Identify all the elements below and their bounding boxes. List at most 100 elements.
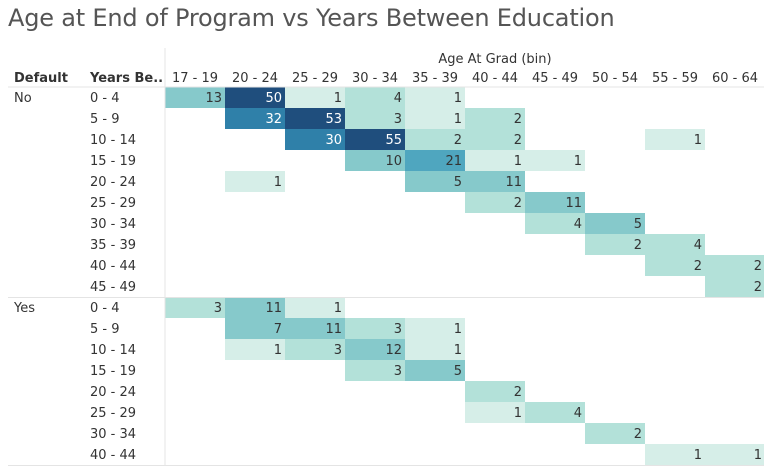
column-header: 45 - 49 (532, 71, 578, 86)
cell-value-label: 2 (754, 259, 762, 274)
heatmap-cell[interactable] (405, 108, 465, 129)
column-header: 40 - 44 (472, 71, 518, 86)
heatmap-cell[interactable] (405, 360, 465, 381)
cell-value-label: 1 (574, 154, 582, 169)
heatmap-cell[interactable] (705, 276, 764, 297)
row-label: 5 - 9 (90, 112, 120, 127)
heatmap-cell[interactable] (285, 108, 345, 129)
cells-layer (165, 87, 764, 465)
heatmap-cell[interactable] (585, 234, 645, 255)
cell-value-label: 12 (385, 343, 402, 358)
cell-value-label: 3 (394, 364, 402, 379)
cell-value-label: 5 (454, 364, 462, 379)
cell-value-label: 2 (514, 196, 522, 211)
row-header-years-between[interactable]: Years Be.. (89, 71, 163, 86)
cell-value-label: 2 (634, 427, 642, 442)
heatmap-cell[interactable] (525, 192, 585, 213)
column-header: 20 - 24 (232, 71, 278, 86)
heatmap-cell[interactable] (465, 402, 525, 423)
column-axis-title: Age At Grad (bin) (438, 52, 551, 67)
heatmap-cell[interactable] (405, 171, 465, 192)
column-header: 55 - 59 (652, 71, 698, 86)
cell-value-label: 4 (574, 406, 582, 421)
cell-value-label: 5 (454, 175, 462, 190)
heatmap-cell[interactable] (345, 150, 405, 171)
cell-value-label: 1 (754, 448, 762, 463)
cell-value-label: 3 (334, 343, 342, 358)
heatmap-cell[interactable] (165, 297, 225, 318)
heatmap-cell[interactable] (345, 339, 405, 360)
heatmap-cell[interactable] (405, 339, 465, 360)
heatmap-cell[interactable] (585, 423, 645, 444)
cell-value-label: 1 (454, 112, 462, 127)
text-layer: Age At Grad (bin) Default Years Be.. 17 - 1… (13, 52, 762, 463)
heatmap-cell[interactable] (225, 339, 285, 360)
heatmap-cell[interactable] (645, 444, 705, 465)
heatmap-cell[interactable] (405, 87, 465, 108)
heatmap-cell[interactable] (285, 129, 345, 150)
heatmap-cell[interactable] (285, 297, 345, 318)
cell-value-label: 1 (694, 448, 702, 463)
heatmap-cell[interactable] (645, 234, 705, 255)
cell-value-label: 7 (274, 322, 282, 337)
heatmap-cell[interactable] (405, 150, 465, 171)
heatmap-cell[interactable] (645, 255, 705, 276)
heatmap-cell[interactable] (285, 87, 345, 108)
heatmap-cell[interactable] (465, 108, 525, 129)
row-label: 5 - 9 (90, 322, 120, 337)
heatmap-cell[interactable] (225, 87, 285, 108)
cell-value-label: 2 (454, 133, 462, 148)
cell-value-label: 13 (205, 91, 222, 106)
row-label: 20 - 24 (90, 175, 136, 190)
cell-value-label: 30 (325, 133, 342, 148)
heatmap-cell[interactable] (405, 318, 465, 339)
cell-value-label: 1 (274, 175, 282, 190)
column-header: 50 - 54 (592, 71, 638, 86)
heatmap-cell[interactable] (465, 129, 525, 150)
heatmap-cell[interactable] (585, 213, 645, 234)
heatmap-cell[interactable] (465, 192, 525, 213)
heatmap-cell[interactable] (645, 129, 705, 150)
row-label: 15 - 19 (90, 154, 136, 169)
heatmap-cell[interactable] (225, 171, 285, 192)
column-header: 60 - 64 (712, 71, 758, 86)
heatmap-cell[interactable] (405, 129, 465, 150)
cell-value-label: 4 (574, 217, 582, 232)
heatmap-cell[interactable] (525, 150, 585, 171)
heatmap-cell[interactable] (225, 108, 285, 129)
heatmap-cell[interactable] (465, 171, 525, 192)
cell-value-label: 2 (514, 133, 522, 148)
heatmap-cell[interactable] (345, 318, 405, 339)
cell-value-label: 1 (454, 91, 462, 106)
heatmap-cell[interactable] (285, 339, 345, 360)
heatmap-cell[interactable] (165, 87, 225, 108)
heatmap-cell[interactable] (345, 87, 405, 108)
row-label: 25 - 29 (90, 196, 136, 211)
cell-value-label: 55 (385, 133, 402, 148)
heatmap-cell[interactable] (345, 108, 405, 129)
row-label: 10 - 14 (90, 133, 136, 148)
heatmap-cell[interactable] (525, 213, 585, 234)
row-label: 40 - 44 (90, 259, 136, 274)
heatmap-cell[interactable] (465, 381, 525, 402)
heatmap-cell[interactable] (285, 318, 345, 339)
cell-value-label: 1 (514, 406, 522, 421)
heatmap-cell[interactable] (525, 402, 585, 423)
cell-value-label: 1 (454, 343, 462, 358)
cell-value-label: 1 (334, 301, 342, 316)
heatmap-cell[interactable] (225, 318, 285, 339)
cell-value-label: 4 (394, 91, 402, 106)
heatmap-cell[interactable] (345, 360, 405, 381)
cell-value-label: 50 (265, 91, 282, 106)
heatmap-cell[interactable] (345, 129, 405, 150)
cell-value-label: 3 (394, 112, 402, 127)
heatmap-cell[interactable] (705, 444, 764, 465)
cell-value-label: 2 (514, 112, 522, 127)
heatmap-cell[interactable] (705, 255, 764, 276)
cell-value-label: 1 (454, 322, 462, 337)
cell-value-label: 11 (565, 196, 582, 211)
heatmap-cell[interactable] (225, 297, 285, 318)
heatmap-cell[interactable] (465, 150, 525, 171)
cell-value-label: 11 (325, 322, 342, 337)
